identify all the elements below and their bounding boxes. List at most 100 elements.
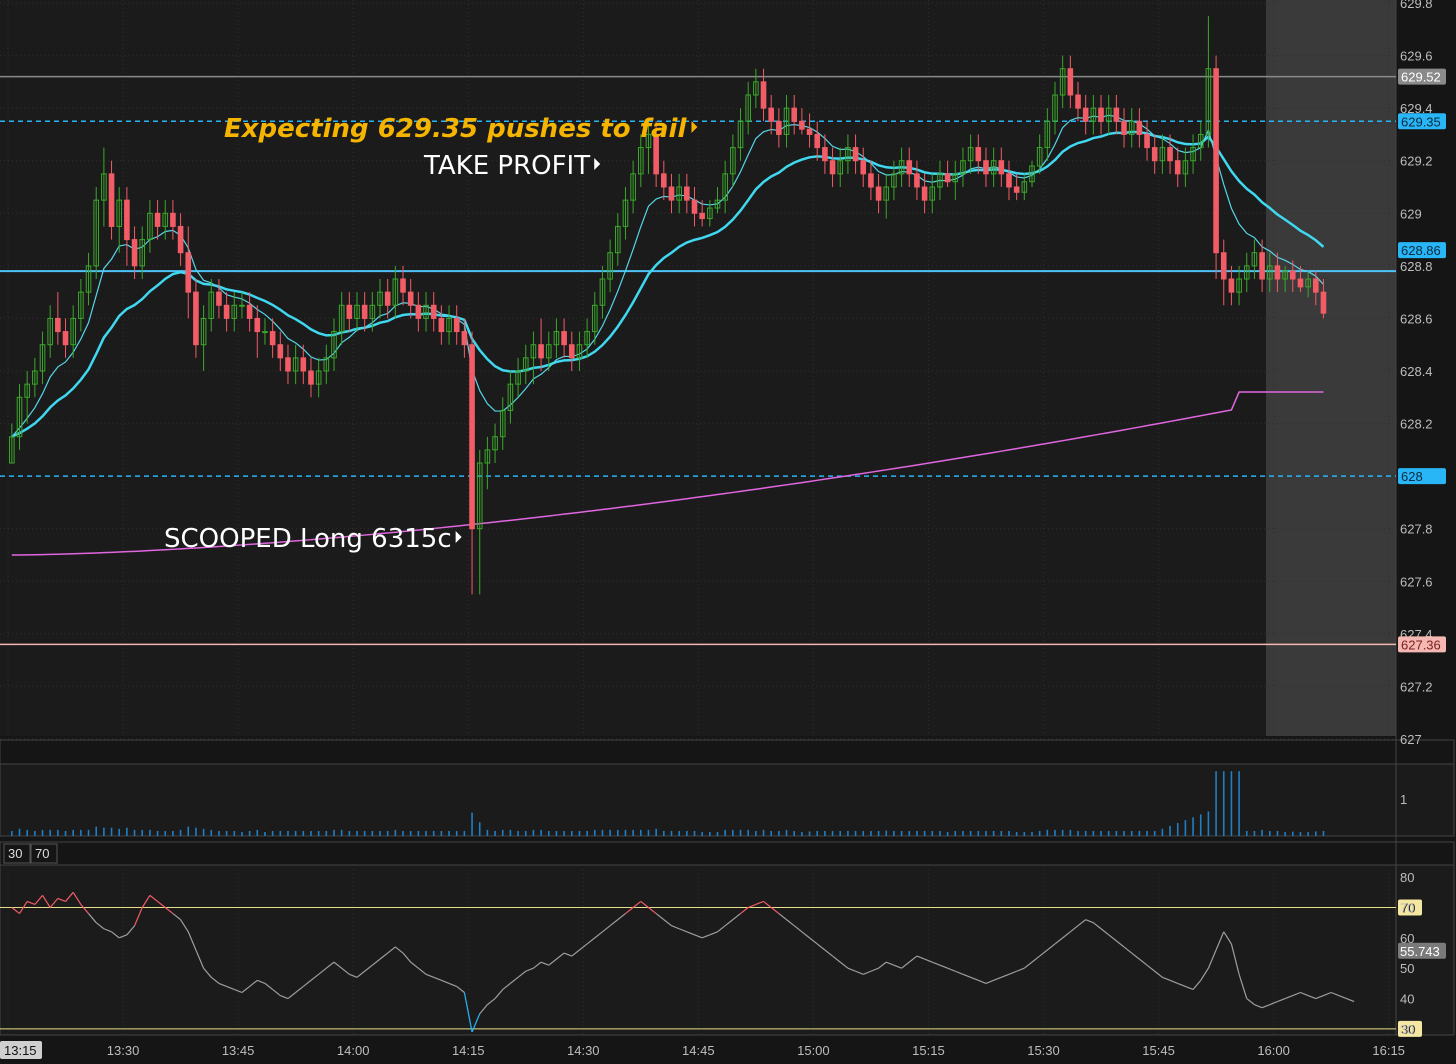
rsi-line-segment <box>187 931 197 951</box>
volume-bar <box>164 830 167 836</box>
rsi-line-segment <box>295 985 304 993</box>
volume-bar <box>1245 830 1248 836</box>
candle-body <box>262 331 268 334</box>
volume-bar <box>686 830 688 836</box>
candle-body <box>568 344 575 359</box>
rsi-line-segment <box>1154 970 1163 978</box>
candle-body <box>1059 68 1066 96</box>
rsi-param-label: 70 <box>35 846 49 861</box>
rsi-line-segment <box>1016 967 1025 972</box>
volume-pane <box>0 763 1455 837</box>
volume-bar <box>394 829 397 836</box>
candle-body <box>70 317 76 346</box>
rsi-line-segment <box>364 964 373 972</box>
rsi-line-segment <box>280 994 289 1000</box>
price-tick-label: 628.4 <box>1400 364 1433 379</box>
volume-bar <box>724 829 726 836</box>
candle-body <box>453 317 460 333</box>
time-tick-label: 14:45 <box>682 1043 715 1058</box>
candle-body <box>338 304 345 333</box>
rsi-line-segment <box>970 976 979 981</box>
candle-body <box>1213 68 1219 254</box>
rsi-line-segment <box>724 919 734 927</box>
volume-bar <box>26 829 28 836</box>
candle-body <box>822 147 828 162</box>
volume-bar <box>486 829 489 836</box>
volume-header <box>0 739 1455 765</box>
candle-body <box>668 186 675 201</box>
rsi-line-segment <box>1323 991 1332 997</box>
volume-bar <box>72 829 74 836</box>
volume-bar <box>992 830 995 836</box>
volume-bar <box>1038 830 1041 836</box>
volume-bar <box>241 832 243 836</box>
volume-bar <box>969 830 972 836</box>
rsi-line-segment <box>1246 998 1255 1006</box>
candle-body <box>208 291 215 319</box>
candle-body <box>285 357 291 372</box>
candle-body <box>661 173 667 188</box>
candle-body <box>1013 186 1020 193</box>
candle-body <box>1243 265 1250 280</box>
volume-bar <box>363 830 366 836</box>
rsi-line-segment <box>42 895 51 908</box>
volume-bar <box>233 830 236 836</box>
volume-bar <box>900 830 903 836</box>
volume-bar <box>709 832 711 836</box>
volume-bar <box>808 831 811 836</box>
rsi-line-segment <box>770 907 780 915</box>
volume-bar <box>532 829 535 836</box>
rsi-line-segment <box>924 958 933 963</box>
candle-body <box>1144 133 1150 149</box>
candle-body <box>185 252 192 293</box>
time-tick-label: 15:15 <box>912 1043 945 1058</box>
candle-body <box>776 120 782 135</box>
rsi-line-segment <box>234 988 243 994</box>
volume-bar <box>962 830 964 836</box>
volume-bar <box>110 827 113 836</box>
candle-body <box>883 186 890 201</box>
candle-body <box>116 199 123 227</box>
rsi-param-box <box>3 843 31 864</box>
price-tick-label: 627.8 <box>1400 522 1433 537</box>
candle-body <box>561 331 567 346</box>
rsi-line-segment <box>226 985 235 991</box>
rsi-tick-label: 80 <box>1400 870 1414 885</box>
price-level-tag <box>1398 468 1446 485</box>
rsi-line-segment <box>993 976 1002 981</box>
volume-bar <box>624 829 627 836</box>
rsi-line-segment <box>417 967 427 975</box>
volume-bar <box>379 830 381 836</box>
candle-body <box>1251 252 1258 267</box>
volume-bar <box>1299 832 1302 836</box>
candle-body <box>745 94 751 122</box>
candle-body <box>1282 270 1288 280</box>
rsi-level-tag <box>1398 1020 1422 1037</box>
volume-bar <box>1153 830 1156 836</box>
rsi-line-segment <box>387 946 396 954</box>
volume-bar <box>985 830 987 836</box>
rsi-line-segment <box>88 913 97 924</box>
rsi-line-segment <box>678 928 688 933</box>
volume-bar <box>977 830 980 836</box>
rsi-line-segment <box>471 1013 481 1033</box>
rsi-line-segment <box>1046 943 1056 951</box>
rsi-line-segment <box>257 979 266 984</box>
volume-bar <box>609 829 611 836</box>
candle-body <box>1052 94 1058 122</box>
rsi-line-segment <box>379 952 389 960</box>
candle-body <box>124 199 130 241</box>
rsi-line-segment <box>57 897 66 902</box>
rsi-line-segment <box>494 989 504 999</box>
volume-bar <box>678 830 680 836</box>
volume-bar <box>640 829 642 836</box>
volume-bar <box>501 829 504 836</box>
candle-body <box>730 147 736 175</box>
volume-bar <box>179 829 182 836</box>
volume-bar <box>509 829 512 836</box>
candle-body <box>1090 107 1097 122</box>
rsi-line-segment <box>287 992 297 1000</box>
chart-annotation: TAKE PROFIT <box>423 151 590 181</box>
candle-body <box>898 160 905 175</box>
rsi-line-segment <box>203 967 212 978</box>
